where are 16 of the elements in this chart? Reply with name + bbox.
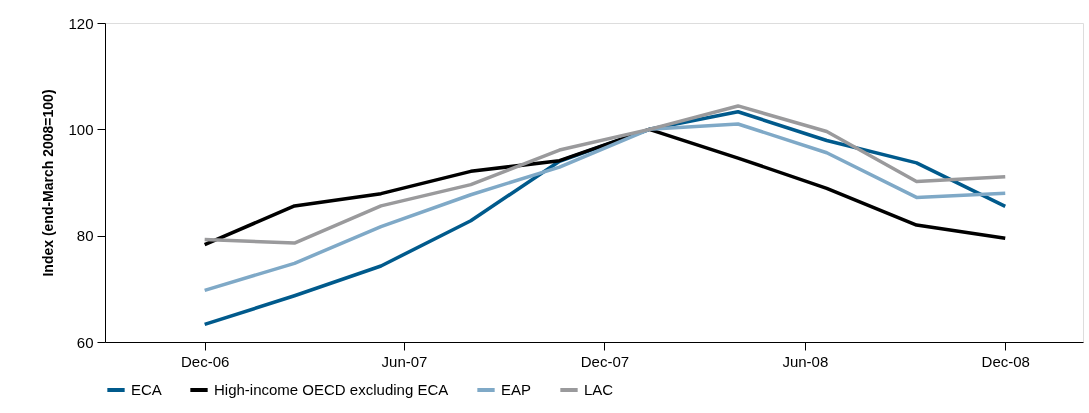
legend-label: ECA <box>131 381 162 398</box>
x-tick-label: Dec-06 <box>180 352 230 370</box>
y-tick-label: 80 <box>76 227 94 245</box>
x-tick-label: Jun-08 <box>782 352 829 370</box>
line-series <box>202 122 1007 293</box>
x-tick-label: Jun-07 <box>381 352 428 370</box>
y-tick-label: 100 <box>68 120 94 138</box>
legend-label: EAP <box>501 381 532 398</box>
y-tick-label: 120 <box>68 14 94 32</box>
line-series <box>202 104 1007 245</box>
legend-label: LAC <box>584 381 614 398</box>
legend-label: High-income OECD excluding ECA <box>214 381 449 398</box>
x-tick-label: Dec-07 <box>580 352 630 370</box>
y-tick-label: 60 <box>76 333 94 351</box>
y-axis-title: Index (end-March 2008=100) <box>40 89 57 277</box>
x-tick-label: Dec-08 <box>981 352 1030 370</box>
